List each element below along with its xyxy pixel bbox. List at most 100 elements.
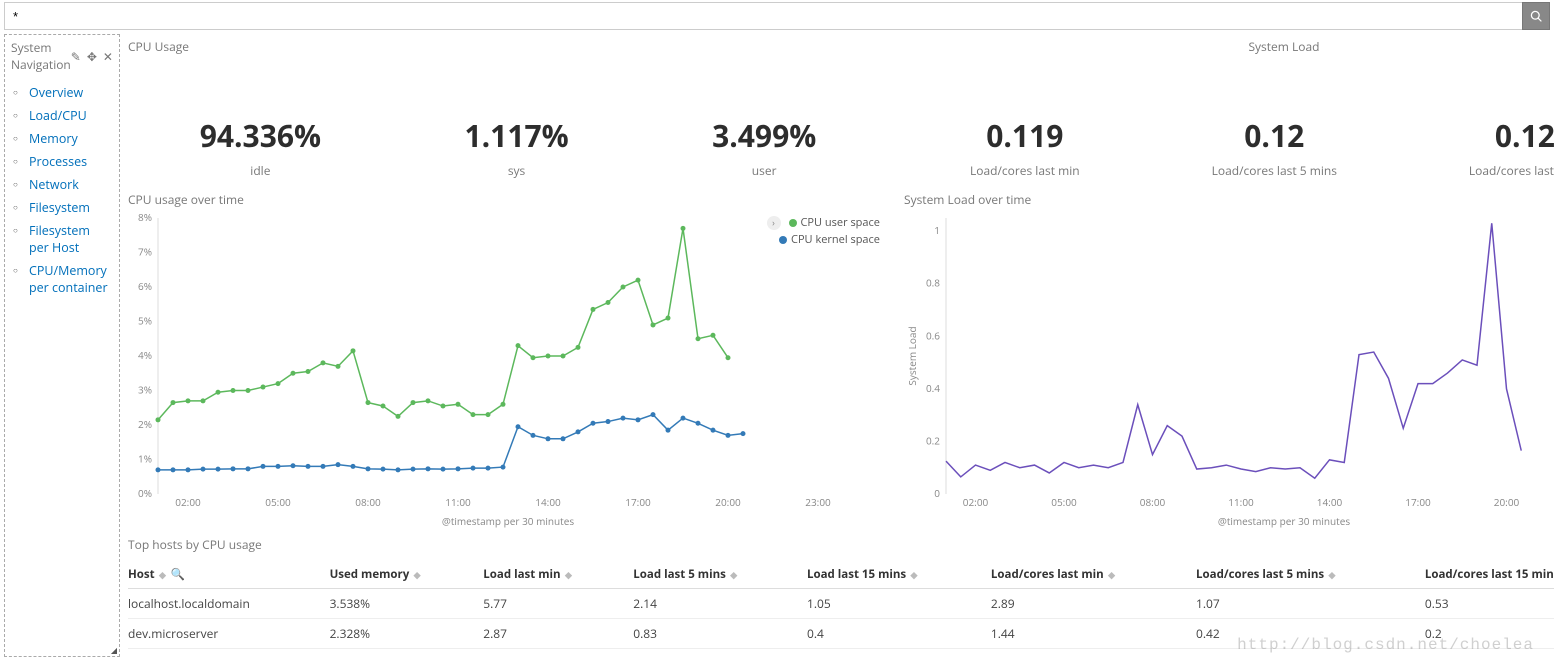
col-header[interactable]: Host ◆ 🔍 xyxy=(128,561,330,589)
sort-icon[interactable]: ◆ xyxy=(1106,568,1115,581)
table-cell: 2.328% xyxy=(330,619,484,649)
col-header[interactable]: Load last min ◆ xyxy=(483,561,633,589)
col-header[interactable]: Load last 5 mins ◆ xyxy=(633,561,807,589)
table-cell: 2.89 xyxy=(991,589,1196,619)
sidebar-item-filesystem[interactable]: Filesystem xyxy=(29,199,90,216)
table-cell: 1.07 xyxy=(1196,589,1425,619)
svg-text:05:00: 05:00 xyxy=(265,495,291,509)
sidebar-item-processes[interactable]: Processes xyxy=(29,153,87,170)
sidebar-item-memory[interactable]: Memory xyxy=(29,130,78,147)
svg-text:02:00: 02:00 xyxy=(175,495,201,509)
search-input[interactable] xyxy=(4,2,1522,30)
table-cell: dev.microserver xyxy=(128,619,330,649)
sort-icon[interactable]: ◆ xyxy=(908,568,917,581)
table-cell: 0.53 xyxy=(1425,589,1554,619)
sort-icon[interactable]: ◆ xyxy=(411,568,420,581)
load-label-2: Load/cores last 15mins xyxy=(1469,162,1554,179)
table-cell: 1.44 xyxy=(991,619,1196,649)
svg-text:System Load: System Load xyxy=(905,326,919,385)
table-cell: 1.05 xyxy=(807,589,991,619)
sort-icon[interactable]: ◆ xyxy=(728,568,737,581)
svg-text:7%: 7% xyxy=(138,245,152,259)
load-metric-2: 0.123Load/cores last 15mins xyxy=(1469,115,1554,179)
legend-label: CPU user space xyxy=(801,215,880,230)
col-header[interactable]: Load/cores last 15 mins ◆ xyxy=(1425,561,1554,589)
cpu-chart-caption: @timestamp per 30 minutes xyxy=(128,514,888,528)
cpu-metric-0: 94.336%idle xyxy=(200,115,321,179)
cpu-chart-title: CPU usage over time xyxy=(128,191,888,208)
sidebar-title: System Navigation xyxy=(11,39,71,73)
col-header[interactable]: Load/cores last 5 mins ◆ xyxy=(1196,561,1425,589)
col-header[interactable]: Load last 15 mins ◆ xyxy=(807,561,991,589)
svg-text:23:00: 23:00 xyxy=(805,495,831,509)
load-chart-caption: @timestamp per 30 minutes xyxy=(904,514,1554,528)
move-icon[interactable]: ✥ xyxy=(87,48,97,65)
table-row: dev.microserver2.328%2.870.830.41.440.42… xyxy=(128,619,1554,649)
svg-text:17:00: 17:00 xyxy=(625,495,651,509)
svg-text:11:00: 11:00 xyxy=(445,495,471,509)
cpu-usage-title: CPU Usage xyxy=(128,38,888,55)
svg-text:20:00: 20:00 xyxy=(1494,495,1520,509)
load-chart: 00.20.40.60.8102:0005:0008:0011:0014:001… xyxy=(904,212,1554,512)
cpu-label-1: sys xyxy=(464,162,568,179)
sidebar-item-load-cpu[interactable]: Load/CPU xyxy=(29,107,87,124)
table-cell: 0.4 xyxy=(807,619,991,649)
svg-text:11:00: 11:00 xyxy=(1228,495,1254,509)
sort-icon[interactable]: ◆ xyxy=(157,568,166,581)
table-cell: 2.87 xyxy=(483,619,633,649)
table-cell: 0.2 xyxy=(1425,619,1554,649)
svg-text:4%: 4% xyxy=(138,348,152,362)
col-header[interactable]: Load/cores last min ◆ xyxy=(991,561,1196,589)
legend-expand-icon[interactable]: › xyxy=(767,216,781,230)
svg-text:08:00: 08:00 xyxy=(1140,495,1166,509)
svg-text:6%: 6% xyxy=(138,279,152,293)
svg-text:1%: 1% xyxy=(138,452,152,466)
svg-text:3%: 3% xyxy=(138,383,152,397)
svg-text:0.2: 0.2 xyxy=(926,433,940,447)
table-row: localhost.localdomain3.538%5.772.141.052… xyxy=(128,589,1554,619)
sidebar-item-cpu-memory-per-container[interactable]: CPU/Memory per container xyxy=(29,262,108,296)
legend-item[interactable]: CPU kernel space xyxy=(767,231,880,248)
load-label-0: Load/cores last min xyxy=(970,162,1080,179)
cpu-value-2: 3.499% xyxy=(712,115,816,156)
legend-item[interactable]: › CPU user space xyxy=(767,214,880,231)
sort-icon[interactable]: ◆ xyxy=(1326,568,1335,581)
search-icon xyxy=(1530,10,1543,23)
table-cell: 0.83 xyxy=(633,619,807,649)
sidebar-item-filesystem-per-host[interactable]: Filesystem per Host xyxy=(29,222,90,256)
svg-text:08:00: 08:00 xyxy=(355,495,381,509)
cpu-label-0: idle xyxy=(200,162,321,179)
svg-text:20:00: 20:00 xyxy=(715,495,741,509)
sidebar-item-network[interactable]: Network xyxy=(29,176,79,193)
svg-text:17:00: 17:00 xyxy=(1405,495,1431,509)
svg-text:0.6: 0.6 xyxy=(926,328,940,342)
load-chart-title: System Load over time xyxy=(904,191,1554,208)
legend-label: CPU kernel space xyxy=(791,232,880,247)
svg-text:14:00: 14:00 xyxy=(535,495,561,509)
hosts-table: Host ◆ 🔍Used memory ◆Load last min ◆Load… xyxy=(128,561,1554,649)
col-header[interactable]: Used memory ◆ xyxy=(330,561,484,589)
table-cell: 5.77 xyxy=(483,589,633,619)
svg-text:5%: 5% xyxy=(138,314,152,328)
cpu-metric-2: 3.499% user xyxy=(712,115,816,179)
svg-text:2%: 2% xyxy=(138,417,152,431)
filter-icon[interactable]: 🔍 xyxy=(168,567,185,582)
edit-icon[interactable]: ✎ xyxy=(71,48,81,65)
resize-handle-icon[interactable]: ◢ xyxy=(111,645,117,656)
load-metric-0: 0.119 Load/cores last min xyxy=(970,115,1080,179)
legend-dot-icon xyxy=(789,219,797,227)
load-metric-1: 0.12Load/cores last 5 mins xyxy=(1212,115,1337,179)
close-icon[interactable]: ✕ xyxy=(103,48,113,65)
svg-text:0.8: 0.8 xyxy=(926,276,940,290)
table-cell: 3.538% xyxy=(330,589,484,619)
sidebar-item-overview[interactable]: Overview xyxy=(29,84,83,101)
svg-text:1: 1 xyxy=(934,223,940,237)
svg-text:0%: 0% xyxy=(138,486,152,500)
table-cell: 0.42 xyxy=(1196,619,1425,649)
svg-text:0: 0 xyxy=(934,486,940,500)
search-button[interactable] xyxy=(1522,2,1550,30)
load-value-0: 0.119 xyxy=(970,115,1080,156)
cpu-label-2: user xyxy=(712,162,816,179)
table-title: Top hosts by CPU usage xyxy=(128,536,1554,553)
sort-icon[interactable]: ◆ xyxy=(563,568,572,581)
